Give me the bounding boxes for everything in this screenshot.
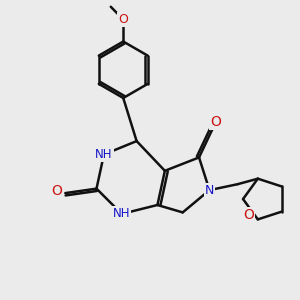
Text: N: N	[205, 184, 214, 196]
Text: NH: NH	[113, 207, 130, 220]
Text: O: O	[210, 115, 221, 129]
Text: O: O	[118, 13, 128, 26]
Text: O: O	[244, 208, 254, 222]
Text: O: O	[51, 184, 62, 198]
Text: NH: NH	[95, 148, 113, 161]
